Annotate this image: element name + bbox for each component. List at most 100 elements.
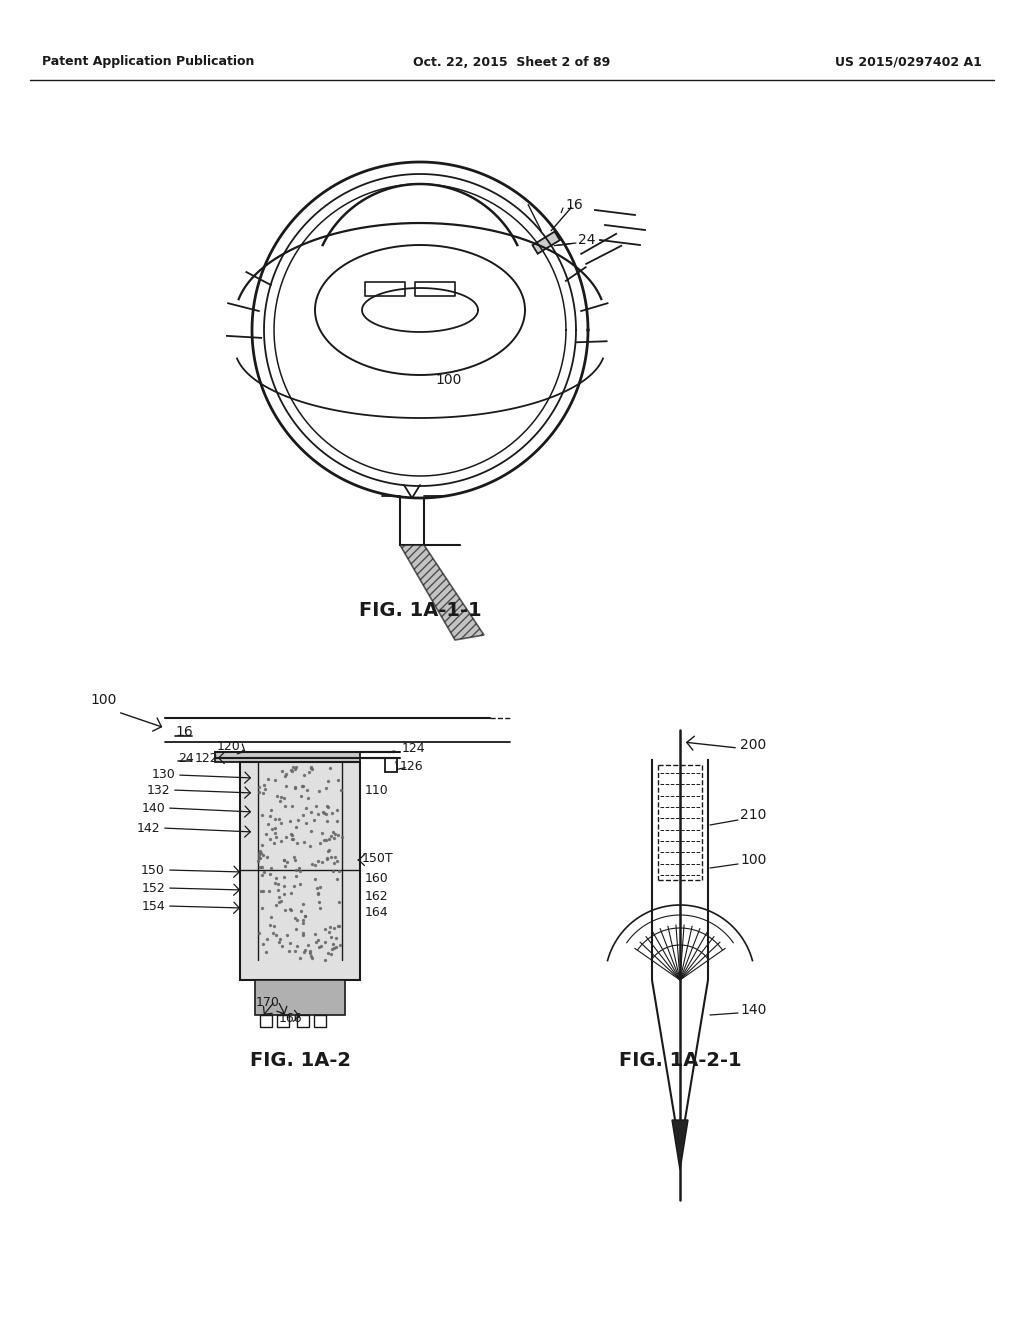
Point <box>325 822 341 843</box>
Point <box>289 936 305 957</box>
Point <box>273 891 290 912</box>
Point <box>294 775 310 796</box>
Point <box>286 875 302 896</box>
Point <box>324 803 340 824</box>
Point <box>306 809 323 830</box>
Point <box>254 898 270 919</box>
Text: 150T: 150T <box>362 851 393 865</box>
Point <box>267 770 284 791</box>
Text: Oct. 22, 2015  Sheet 2 of 89: Oct. 22, 2015 Sheet 2 of 89 <box>414 55 610 69</box>
Point <box>296 832 312 853</box>
Point <box>267 867 284 888</box>
Point <box>304 948 321 969</box>
Bar <box>260 1015 272 1027</box>
Bar <box>314 1015 326 1027</box>
Point <box>303 801 319 822</box>
Point <box>283 810 299 832</box>
Point <box>260 813 276 834</box>
Point <box>304 853 321 874</box>
Point <box>323 916 339 937</box>
Point <box>263 858 280 879</box>
Point <box>256 862 272 883</box>
Point <box>323 944 339 965</box>
Point <box>294 909 310 931</box>
Point <box>268 895 285 916</box>
Point <box>309 883 326 904</box>
Point <box>292 874 308 895</box>
Text: 16: 16 <box>565 198 583 213</box>
Point <box>285 756 301 777</box>
Point <box>315 829 332 850</box>
Point <box>288 919 304 940</box>
Point <box>298 813 314 834</box>
Point <box>255 933 271 954</box>
Point <box>327 828 343 849</box>
Point <box>263 907 280 928</box>
Point <box>330 770 346 791</box>
Text: 24: 24 <box>578 234 596 247</box>
Point <box>278 775 294 796</box>
Point <box>266 915 283 936</box>
Point <box>296 941 312 962</box>
Point <box>299 780 315 801</box>
Point <box>275 850 292 871</box>
Point <box>278 899 294 920</box>
Point <box>272 812 289 833</box>
Point <box>334 826 350 847</box>
Point <box>272 791 289 812</box>
Point <box>287 777 303 799</box>
Point <box>276 796 293 817</box>
Point <box>283 899 299 920</box>
Point <box>253 880 269 902</box>
Text: 166: 166 <box>279 1011 302 1024</box>
Point <box>270 874 287 895</box>
Point <box>321 942 337 964</box>
Point <box>330 825 346 846</box>
Point <box>326 853 342 874</box>
Point <box>310 937 327 958</box>
Point <box>303 759 319 780</box>
Point <box>278 855 294 876</box>
Point <box>254 865 270 886</box>
Text: 100: 100 <box>740 853 766 867</box>
Point <box>324 846 340 867</box>
Point <box>297 906 313 927</box>
Text: 126: 126 <box>400 759 424 772</box>
Point <box>311 876 328 898</box>
Point <box>312 833 329 854</box>
Point <box>318 810 335 832</box>
Point <box>270 932 287 953</box>
Point <box>260 768 276 789</box>
Text: US 2015/0297402 A1: US 2015/0297402 A1 <box>836 55 982 69</box>
Point <box>266 832 283 853</box>
Point <box>297 906 313 927</box>
Point <box>326 917 342 939</box>
Point <box>283 824 299 845</box>
Point <box>312 898 329 919</box>
Point <box>261 863 278 884</box>
Point <box>284 829 300 850</box>
Text: 122: 122 <box>195 751 219 764</box>
Point <box>306 869 323 890</box>
Bar <box>255 979 345 1015</box>
Point <box>286 847 302 869</box>
Text: 160: 160 <box>365 871 389 884</box>
Point <box>327 937 343 958</box>
Text: 110: 110 <box>365 784 389 796</box>
Text: Patent Application Publication: Patent Application Publication <box>42 55 254 69</box>
Point <box>295 924 311 945</box>
Point <box>288 817 304 838</box>
Point <box>287 759 303 780</box>
Point <box>270 809 287 830</box>
Point <box>316 803 333 824</box>
Point <box>307 923 324 944</box>
Point <box>257 777 273 799</box>
Point <box>251 923 267 944</box>
Point <box>316 949 333 970</box>
Text: 24: 24 <box>178 751 194 764</box>
Point <box>267 873 284 894</box>
Point <box>255 845 271 866</box>
Point <box>279 924 295 945</box>
Point <box>316 931 333 952</box>
Point <box>289 909 305 931</box>
